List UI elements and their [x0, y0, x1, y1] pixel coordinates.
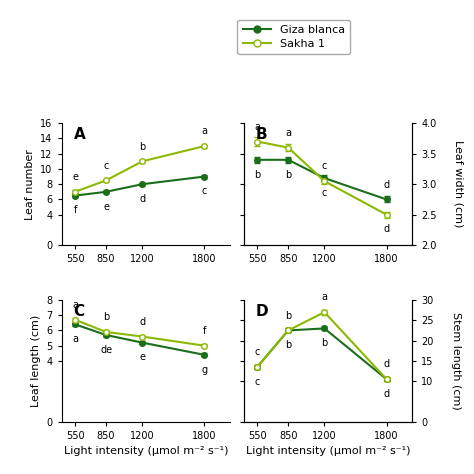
- Text: f: f: [203, 326, 206, 336]
- Y-axis label: Leaf length (cm): Leaf length (cm): [31, 315, 41, 407]
- Text: c: c: [255, 347, 260, 357]
- Text: d: d: [383, 359, 390, 369]
- Text: e: e: [72, 172, 78, 182]
- Y-axis label: Stem length (cm): Stem length (cm): [451, 312, 461, 410]
- Text: f: f: [73, 205, 77, 215]
- Text: D: D: [255, 304, 268, 319]
- Y-axis label: Leaf width (cm): Leaf width (cm): [454, 140, 464, 228]
- Text: de: de: [100, 345, 112, 355]
- Text: c: c: [322, 188, 327, 198]
- Text: d: d: [383, 389, 390, 399]
- Text: A: A: [73, 127, 85, 142]
- Text: d: d: [139, 317, 146, 327]
- Text: a: a: [321, 292, 328, 302]
- Text: d: d: [139, 194, 146, 204]
- Text: a: a: [72, 300, 78, 310]
- Text: b: b: [139, 142, 146, 152]
- Text: c: c: [322, 162, 327, 172]
- Text: b: b: [285, 311, 292, 321]
- Legend: Giza blanca, Sakha 1: Giza blanca, Sakha 1: [237, 20, 350, 54]
- Text: c: c: [202, 186, 207, 196]
- Text: e: e: [139, 352, 146, 362]
- Text: a: a: [285, 128, 291, 138]
- Text: b: b: [254, 170, 260, 180]
- Text: d: d: [383, 180, 390, 190]
- Text: c: c: [103, 161, 109, 171]
- Text: e: e: [103, 201, 109, 211]
- Text: b: b: [321, 338, 328, 348]
- X-axis label: Light intensity (μmol m⁻² s⁻¹): Light intensity (μmol m⁻² s⁻¹): [246, 447, 410, 456]
- Text: B: B: [255, 127, 267, 142]
- Text: a: a: [72, 334, 78, 344]
- Text: c: c: [255, 377, 260, 387]
- Text: b: b: [103, 312, 109, 322]
- Text: b: b: [285, 170, 292, 180]
- Text: C: C: [73, 304, 84, 319]
- Y-axis label: Leaf number: Leaf number: [25, 149, 35, 219]
- Text: a: a: [254, 122, 260, 132]
- X-axis label: Light intensity (μmol m⁻² s⁻¹): Light intensity (μmol m⁻² s⁻¹): [64, 447, 228, 456]
- Text: b: b: [285, 340, 292, 350]
- Text: g: g: [201, 365, 208, 374]
- Text: d: d: [383, 224, 390, 234]
- Text: a: a: [201, 127, 208, 137]
